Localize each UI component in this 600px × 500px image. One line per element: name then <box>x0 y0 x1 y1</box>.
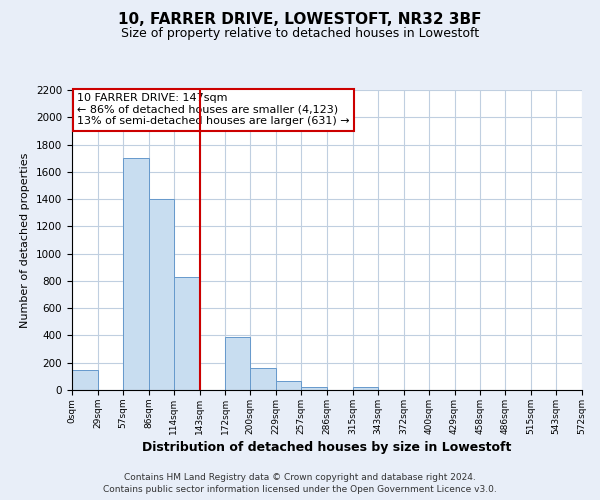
Bar <box>149 199 173 390</box>
Text: Contains public sector information licensed under the Open Government Licence v3: Contains public sector information licen… <box>103 484 497 494</box>
Bar <box>301 388 327 390</box>
Text: Size of property relative to detached houses in Lowestoft: Size of property relative to detached ho… <box>121 28 479 40</box>
Bar <box>72 370 98 390</box>
Bar <box>353 386 378 390</box>
Bar <box>276 381 301 390</box>
Bar <box>250 368 276 390</box>
Text: 10, FARRER DRIVE, LOWESTOFT, NR32 3BF: 10, FARRER DRIVE, LOWESTOFT, NR32 3BF <box>118 12 482 28</box>
Bar <box>173 277 199 390</box>
Y-axis label: Number of detached properties: Number of detached properties <box>20 152 31 328</box>
Text: Contains HM Land Registry data © Crown copyright and database right 2024.: Contains HM Land Registry data © Crown c… <box>124 473 476 482</box>
Bar <box>226 337 250 390</box>
Text: 10 FARRER DRIVE: 147sqm
← 86% of detached houses are smaller (4,123)
13% of semi: 10 FARRER DRIVE: 147sqm ← 86% of detache… <box>77 93 350 126</box>
Text: Distribution of detached houses by size in Lowestoft: Distribution of detached houses by size … <box>142 441 512 454</box>
Bar <box>123 158 149 390</box>
